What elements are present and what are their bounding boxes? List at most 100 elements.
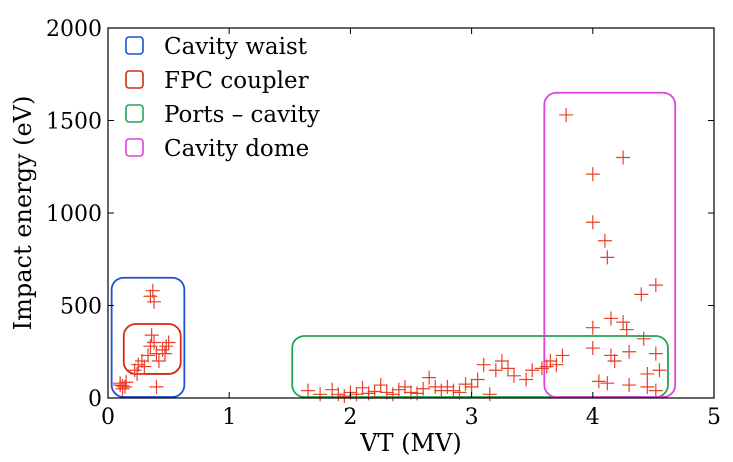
- x-tick-label: 2: [343, 405, 357, 430]
- data-point: [640, 379, 655, 394]
- data-point: [300, 383, 315, 398]
- data-point: [585, 341, 600, 356]
- x-tick-label: 1: [222, 405, 236, 430]
- data-point: [585, 167, 600, 182]
- data-point: [488, 363, 503, 378]
- data-point: [143, 289, 158, 304]
- data-point: [648, 278, 663, 293]
- data-point: [331, 387, 346, 402]
- legend: Cavity waist FPC coupler Ports – cavity …: [125, 34, 320, 162]
- data-point: [434, 383, 449, 398]
- data-point: [452, 385, 467, 400]
- data-point: [585, 215, 600, 230]
- data-point: [355, 380, 370, 395]
- data-point: [131, 357, 146, 372]
- data-point: [539, 359, 554, 374]
- region-box-cavity-waist: [110, 276, 186, 398]
- y-tick-label: 1000: [46, 202, 102, 227]
- data-point: [144, 328, 159, 343]
- data-point: [458, 377, 473, 392]
- data-point: [597, 233, 612, 248]
- data-point: [313, 387, 328, 402]
- data-point: [404, 385, 418, 400]
- data-point: [134, 354, 149, 368]
- data-point: [115, 381, 130, 396]
- region-box-cavity-dome: [543, 91, 677, 398]
- data-point: [149, 379, 164, 394]
- data-point: [555, 348, 570, 363]
- data-point: [591, 374, 606, 389]
- y-tick-label: 2000: [46, 17, 102, 42]
- data-point: [507, 368, 522, 383]
- x-axis-title: VT (MV): [359, 429, 462, 457]
- data-point: [549, 357, 564, 372]
- data-point: [140, 348, 155, 363]
- data-point: [622, 344, 637, 359]
- data-point: [428, 379, 443, 394]
- data-point: [137, 359, 152, 374]
- data-point: [446, 383, 461, 398]
- y-tick-label: 500: [60, 295, 102, 320]
- data-point: [585, 320, 600, 335]
- data-point: [159, 339, 174, 354]
- y-axis-title: Impact energy (eV): [9, 96, 37, 331]
- x-tick-label: 4: [586, 405, 600, 430]
- data-point: [600, 250, 615, 265]
- data-point: [373, 378, 388, 393]
- legend-swatch-ports-cavity: [125, 104, 144, 123]
- data-point: [440, 379, 455, 394]
- legend-label-ports-cavity: Ports – cavity: [164, 102, 320, 128]
- data-point: [155, 342, 170, 357]
- data-point: [634, 287, 649, 302]
- data-point: [416, 381, 431, 396]
- data-point: [500, 361, 515, 376]
- x-tick-label: 5: [707, 405, 721, 430]
- data-point: [640, 366, 655, 381]
- data-point: [151, 354, 166, 368]
- legend-swatch-fpc-coupler: [125, 70, 144, 89]
- data-point: [143, 339, 158, 354]
- data-point: [482, 387, 497, 402]
- data-point: [600, 376, 615, 391]
- data-point: [607, 354, 622, 368]
- data-point: [652, 363, 667, 378]
- data-point: [616, 150, 631, 165]
- data-point: [619, 322, 634, 337]
- y-axis: 0 500 1000 1500 2000: [46, 17, 714, 412]
- data-point: [379, 385, 394, 400]
- data-point: [397, 379, 412, 394]
- region-box-ports-cavity: [291, 335, 669, 398]
- data-point: [127, 363, 142, 378]
- data-point: [157, 346, 172, 361]
- data-point: [476, 357, 491, 372]
- y-tick-label: 1500: [46, 110, 102, 135]
- data-point: [145, 283, 160, 298]
- data-point: [494, 354, 509, 368]
- data-point: [391, 382, 406, 397]
- data-point: [636, 331, 651, 346]
- legend-label-fpc-coupler: FPC coupler: [164, 68, 309, 94]
- data-point: [147, 294, 162, 309]
- data-point: [525, 363, 540, 378]
- legend-swatch-cavity-waist: [125, 36, 144, 55]
- data-point: [367, 384, 382, 399]
- data-point: [648, 383, 663, 398]
- legend-label-cavity-dome: Cavity dome: [164, 136, 309, 162]
- data-point: [616, 315, 631, 330]
- x-axis: 0 1 2 3 4 5: [101, 28, 721, 430]
- region-box-fpc-coupler: [122, 323, 182, 375]
- legend-swatch-cavity-dome: [125, 138, 144, 157]
- legend-label-cavity-waist: Cavity waist: [164, 34, 308, 60]
- data-points: [113, 107, 667, 404]
- data-point: [119, 375, 134, 390]
- data-point: [161, 335, 176, 350]
- x-tick-label: 0: [101, 405, 115, 430]
- data-point: [470, 372, 485, 387]
- data-point: [349, 387, 364, 402]
- data-point: [559, 107, 574, 122]
- data-point: [543, 354, 558, 368]
- data-point: [337, 389, 352, 404]
- data-point: [422, 370, 437, 385]
- data-point: [147, 335, 162, 350]
